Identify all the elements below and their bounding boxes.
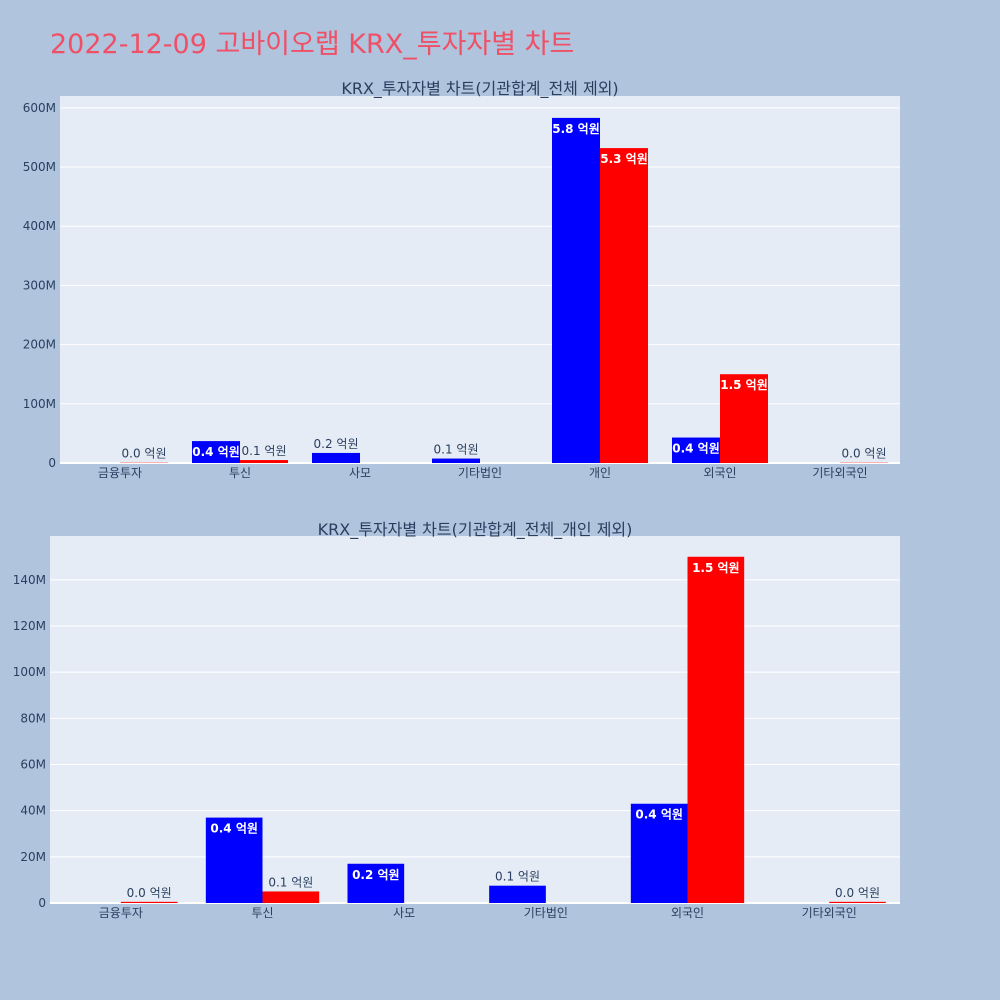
bar-data-label: 0.0 억원 xyxy=(842,447,887,461)
bar-sell xyxy=(120,901,178,903)
chart-investor-excl-individual: 0 20M 40M 60M 80M 100M 120M 140M KRX_투자자별 차트(기관합… xyxy=(13,520,900,920)
bar-sell xyxy=(240,460,288,463)
bar-data-label: 0.4 억원 xyxy=(672,442,720,456)
plot-area xyxy=(60,96,900,463)
bar-data-label: 0.1 억원 xyxy=(495,870,540,884)
bar-buy xyxy=(205,817,263,903)
bar-sell xyxy=(262,891,320,903)
y-tick-label: 40M xyxy=(20,804,46,818)
x-tick-label: 투신 xyxy=(251,906,273,920)
bar-sell xyxy=(600,148,648,463)
y-tick-label: 600M xyxy=(23,101,56,115)
x-tick-label: 사모 xyxy=(393,906,415,920)
y-tick-label: 120M xyxy=(13,619,46,633)
bar-data-label: 0.2 억원 xyxy=(314,437,359,451)
y-tick-label: 100M xyxy=(23,397,56,411)
x-tick-label: 기타법인 xyxy=(458,466,502,480)
x-tick-label: 개인 xyxy=(589,466,611,480)
bar-data-label: 0.0 억원 xyxy=(127,886,172,900)
bar-data-label: 0.0 억원 xyxy=(835,886,880,900)
bar-sell xyxy=(829,901,886,903)
x-tick-label: 기타외국인 xyxy=(802,906,857,920)
chart-investor-all: 0 100M 200M 300M 400M 500M 600M KRX_투자자별 차트(기관합… xyxy=(23,79,900,480)
y-tick-label: 500M xyxy=(23,160,56,174)
chart-title: KRX_투자자별 차트(기관합계_전체 제외) xyxy=(341,79,618,99)
bar-buy xyxy=(432,458,480,463)
y-tick-label: 200M xyxy=(23,338,56,352)
bar-data-label: 0.4 억원 xyxy=(635,808,683,822)
x-tick-label: 금융투자 xyxy=(99,906,143,920)
bar-buy xyxy=(489,885,546,903)
y-tick-label: 0 xyxy=(48,456,56,470)
bar-sell xyxy=(720,374,768,463)
bar-data-label: 0.1 억원 xyxy=(242,444,287,458)
y-tick-label: 0 xyxy=(38,896,46,910)
bar-buy xyxy=(312,452,360,463)
plot-area xyxy=(50,536,900,903)
bar-data-label: 0.4 억원 xyxy=(210,822,258,836)
bar-buy xyxy=(192,441,240,463)
x-tick-label: 외국인 xyxy=(671,906,704,920)
chart-title: KRX_투자자별 차트(기관합계_전체_개인 제외) xyxy=(318,520,633,540)
y-tick-label: 20M xyxy=(20,850,46,864)
y-tick-label: 400M xyxy=(23,219,56,233)
bar-data-label: 0.4 억원 xyxy=(192,445,240,459)
bar-data-label: 5.3 억원 xyxy=(600,152,648,166)
bar-data-label: 0.1 억원 xyxy=(434,443,479,457)
bar-buy xyxy=(347,863,405,903)
x-tick-label: 금융투자 xyxy=(98,466,142,480)
bar-data-label: 1.5 억원 xyxy=(720,378,768,392)
x-tick-label: 기타외국인 xyxy=(812,466,867,480)
bar-sell xyxy=(687,556,745,903)
bar-data-label: 0.2 억원 xyxy=(352,868,400,882)
y-tick-label: 80M xyxy=(20,711,46,725)
y-tick-label: 60M xyxy=(20,758,46,772)
bar-data-label: 0.1 억원 xyxy=(268,875,313,889)
x-tick-label: 사모 xyxy=(349,466,371,480)
x-tick-label: 기타법인 xyxy=(524,906,568,920)
y-tick-label: 300M xyxy=(23,278,56,292)
page-title: 2022-12-09 고바이오랩 KRX_투자자별 차트 xyxy=(50,29,575,60)
x-tick-label: 외국인 xyxy=(703,466,736,480)
x-tick-label: 투신 xyxy=(229,466,251,480)
bar-data-label: 1.5 억원 xyxy=(692,561,740,575)
bar-buy xyxy=(552,117,600,463)
y-tick-label: 140M xyxy=(13,573,46,587)
y-tick-label: 100M xyxy=(13,665,46,679)
bar-buy xyxy=(630,803,688,903)
bar-data-label: 0.0 억원 xyxy=(122,447,167,461)
bar-buy xyxy=(672,437,720,463)
bar-data-label: 5.8 억원 xyxy=(552,122,600,136)
